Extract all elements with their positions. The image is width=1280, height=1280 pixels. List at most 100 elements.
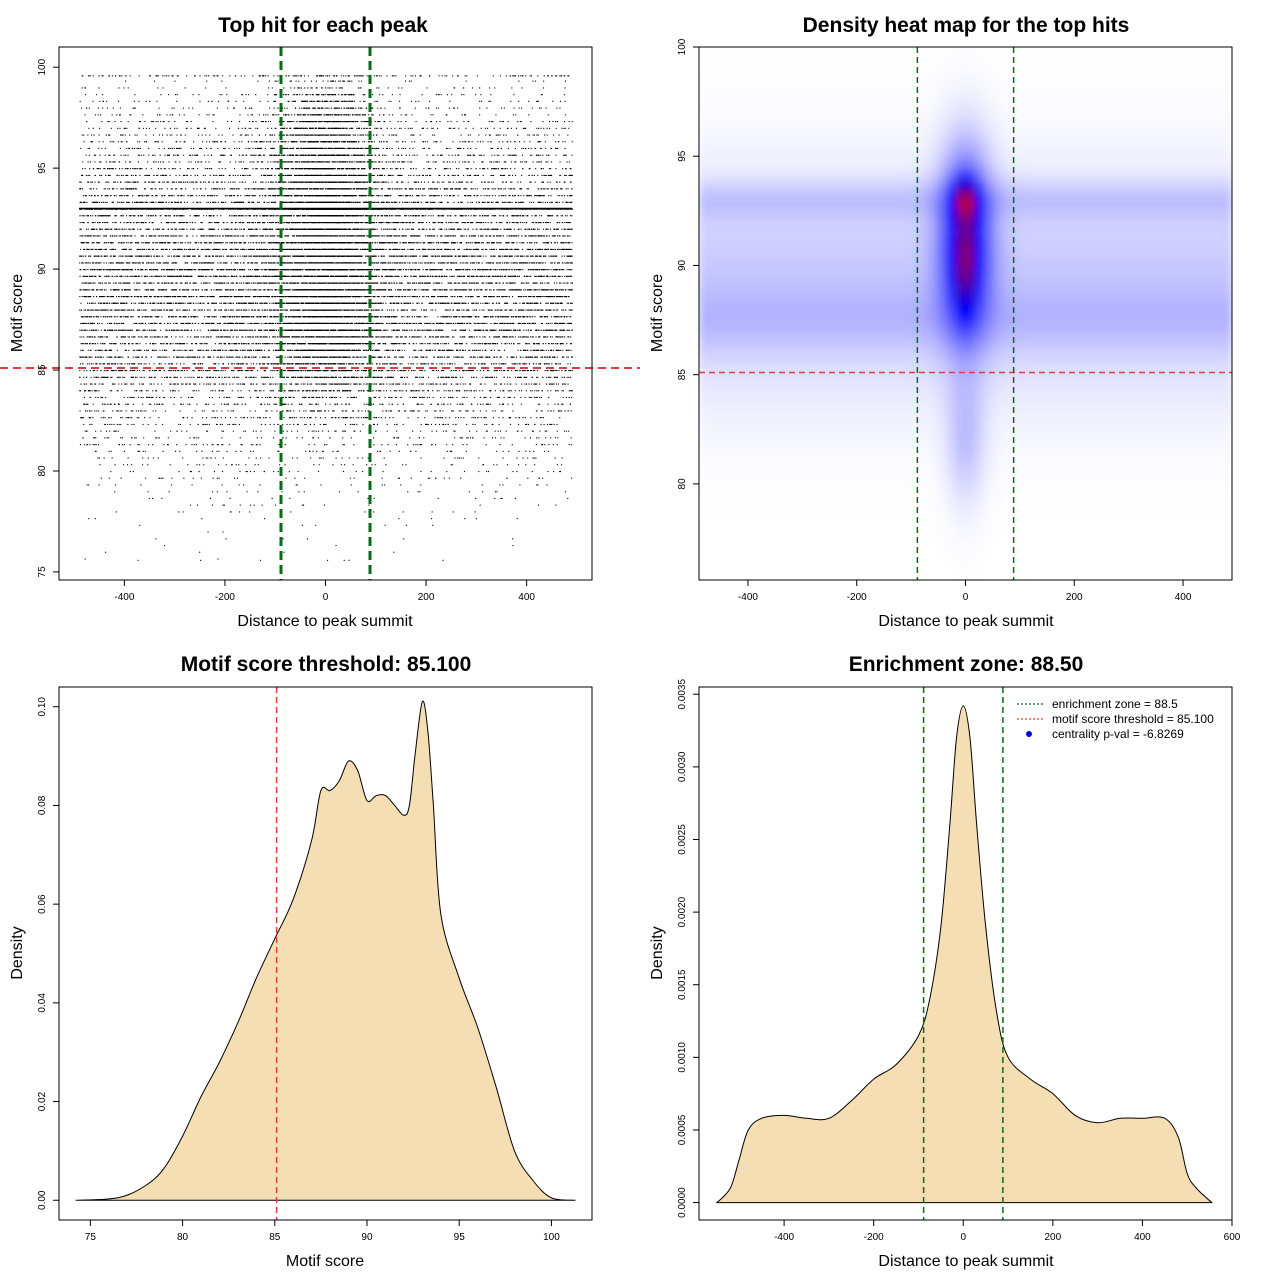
scatter-point — [384, 228, 386, 230]
scatter-point — [370, 255, 372, 257]
scatter-point — [330, 296, 332, 298]
scatter-point — [294, 248, 296, 250]
scatter-point — [332, 215, 334, 217]
scatter-point — [305, 201, 307, 203]
scatter-point — [276, 370, 278, 372]
scatter-point — [304, 302, 306, 304]
scatter-point — [311, 269, 313, 271]
scatter-point — [306, 390, 308, 392]
scatter-point — [357, 161, 359, 163]
scatter-point — [310, 269, 312, 271]
scatter-point — [288, 349, 290, 351]
scatter-point — [276, 168, 278, 170]
scatter-point — [276, 349, 278, 351]
scatter-point — [281, 141, 283, 143]
scatter-point — [259, 222, 261, 224]
scatter-point — [357, 309, 359, 311]
scatter-point — [292, 75, 294, 77]
scatter-point — [352, 127, 354, 129]
scatter-point — [349, 114, 351, 116]
scatter-point — [268, 322, 270, 324]
scatter-point — [264, 383, 266, 385]
scatter-point — [311, 121, 313, 123]
scatter-point — [259, 309, 261, 311]
scatter-point — [282, 121, 284, 123]
scatter-point — [355, 168, 357, 170]
scatter-point — [290, 322, 292, 324]
scatter-point — [368, 154, 370, 156]
scatter-point — [398, 289, 400, 291]
scatter-point — [309, 275, 311, 277]
scatter-point — [341, 222, 343, 224]
scatter-point — [318, 383, 320, 385]
scatter-point — [376, 242, 378, 244]
scatter-point — [346, 147, 348, 149]
scatter-point — [383, 228, 385, 230]
scatter-point — [278, 289, 280, 291]
scatter-point — [289, 161, 291, 163]
scatter-point — [346, 376, 348, 378]
scatter-point — [351, 121, 353, 123]
scatter-point — [345, 141, 347, 143]
scatter-point — [371, 107, 373, 109]
scatter-point — [265, 195, 267, 197]
scatter-point — [296, 255, 298, 257]
scatter-point — [240, 383, 242, 385]
scatter-point — [363, 168, 365, 170]
scatter-point — [292, 255, 294, 257]
scatter-point — [267, 127, 269, 129]
scatter-point — [282, 141, 284, 143]
scatter-point — [335, 363, 337, 365]
scatter-point — [288, 248, 290, 250]
scatter-point — [285, 181, 287, 183]
scatter-point — [291, 201, 293, 203]
scatter-point — [352, 248, 354, 250]
scatter-point — [287, 114, 289, 116]
scatter-point — [339, 114, 341, 116]
scatter-point — [311, 248, 313, 250]
scatter-point — [366, 121, 368, 123]
scatter-point — [346, 121, 348, 123]
scatter-point — [268, 121, 270, 123]
scatter-point — [375, 255, 377, 257]
scatter-point — [339, 107, 341, 109]
scatter-point — [325, 181, 327, 183]
scatter-point — [350, 147, 352, 149]
scatter-point — [322, 255, 324, 257]
scatter-point — [328, 222, 330, 224]
scatter-point — [280, 349, 282, 351]
scatter-point — [288, 121, 290, 123]
scatter-point — [300, 188, 302, 190]
scatter-point — [264, 174, 266, 176]
scatter-point — [295, 100, 297, 102]
scatter-point — [358, 222, 360, 224]
scatter-point — [304, 201, 306, 203]
scatter-point — [331, 114, 333, 116]
scatter-point — [364, 100, 366, 102]
scatter-point — [312, 94, 314, 96]
scatter-point — [349, 127, 351, 129]
scatter-point — [343, 275, 345, 277]
scatter-point — [282, 174, 284, 176]
scatter-point — [292, 289, 294, 291]
scatter-point — [348, 356, 350, 358]
scatter-point — [351, 127, 353, 129]
scatter-point — [371, 322, 373, 324]
scatter-point — [309, 336, 311, 338]
scatter-point — [312, 141, 314, 143]
scatter-point — [312, 134, 314, 136]
scatter-point — [304, 215, 306, 217]
scatter-point — [321, 127, 323, 129]
scatter-point — [293, 262, 295, 264]
scatter-point — [347, 121, 349, 123]
scatter-point — [317, 107, 319, 109]
scatter-point — [349, 80, 351, 82]
scatter-point — [367, 134, 369, 136]
scatter-point — [321, 94, 323, 96]
scatter-point — [276, 215, 278, 217]
scatter-point — [318, 75, 320, 77]
scatter-point — [320, 222, 322, 224]
scatter-point — [340, 376, 342, 378]
scatter-point — [298, 80, 300, 82]
scatter-point — [288, 363, 290, 365]
